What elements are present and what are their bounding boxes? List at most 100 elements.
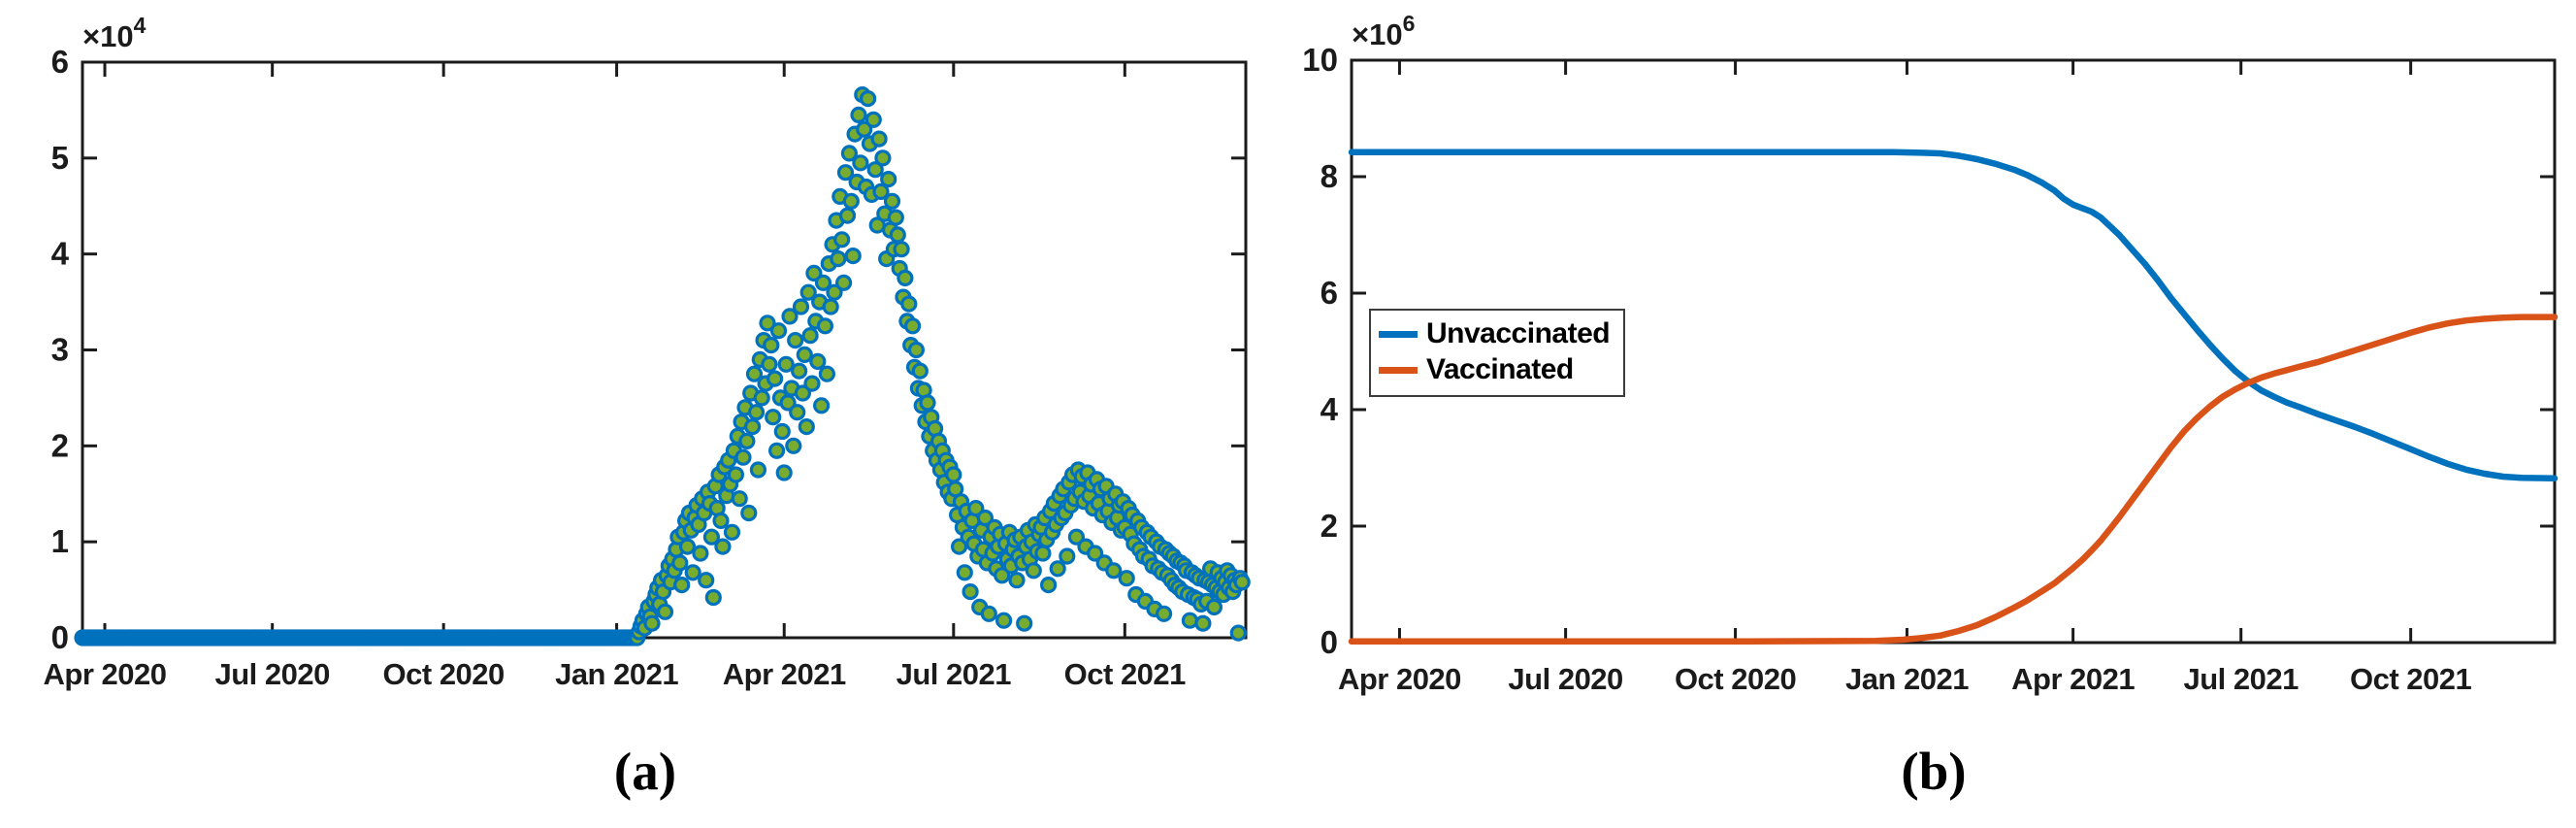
- scatter-point: [980, 605, 997, 622]
- scatter-point: [834, 274, 853, 291]
- scatter-point: [1229, 624, 1247, 642]
- scatter-point: [673, 576, 691, 594]
- scatter-point: [842, 192, 860, 210]
- x-tick-label: Apr 2020: [1338, 662, 1461, 696]
- y-axis-exponent-label: ×104: [82, 13, 147, 53]
- x-tick-label: Apr 2021: [2011, 662, 2135, 696]
- scatter-point: [907, 341, 926, 359]
- x-tick-label: Jul 2021: [897, 657, 1012, 691]
- scatter-point: [734, 448, 752, 466]
- scatter-point: [856, 120, 873, 138]
- scatter-point: [692, 545, 709, 562]
- scatter-point: [866, 161, 884, 179]
- panel-a: Apr 2020 Jul 2020 Oct 2020 Jan 2021 Apr 2021…: [44, 13, 1251, 691]
- scatter-point: [1118, 570, 1135, 587]
- panel-a-caption: (a): [613, 742, 677, 801]
- y-tick-label: 1: [51, 523, 69, 559]
- scatter-point: [967, 499, 985, 517]
- scatter-point: [789, 404, 806, 421]
- scatter-point: [1059, 547, 1076, 565]
- scatter-series-daily-vaccinations: [74, 85, 1251, 646]
- scatter-point: [919, 394, 936, 412]
- scatter-point: [743, 418, 762, 436]
- scatter-point: [1194, 614, 1212, 632]
- scatter-point: [792, 298, 810, 315]
- y-tick-label: 4: [1321, 391, 1339, 427]
- scatter-point: [767, 442, 786, 459]
- scatter-point: [1025, 562, 1042, 580]
- scatter-point: [826, 283, 843, 301]
- scatter-point: [840, 145, 859, 162]
- scatter-point: [889, 226, 906, 244]
- scatter-point: [864, 111, 882, 128]
- scatter-point: [759, 315, 776, 332]
- scatter-point: [836, 164, 855, 182]
- scatter-point: [785, 437, 802, 454]
- scatter-point: [702, 528, 721, 546]
- scatter-point: [769, 322, 788, 340]
- y-tick-label: 5: [51, 140, 69, 176]
- scatter-point: [766, 370, 784, 387]
- scatter-point: [870, 130, 888, 148]
- scatter-point: [994, 567, 1011, 584]
- scatter-point: [801, 327, 819, 345]
- y-tick-label: 2: [51, 427, 69, 463]
- scatter-point: [1034, 545, 1052, 562]
- x-tick-label: Oct 2021: [2350, 662, 2472, 696]
- scatter-point: [818, 365, 836, 382]
- scatter-point: [850, 106, 867, 124]
- y-tick-label: 10: [1302, 42, 1338, 78]
- scatter-point: [822, 298, 839, 315]
- scatter-point: [962, 582, 979, 601]
- scatter-point: [852, 154, 869, 172]
- scatter-point: [790, 362, 808, 380]
- legend-line-unvaccinated-icon: [1379, 330, 1418, 338]
- scatter-point: [747, 404, 766, 421]
- x-tick-label: Jan 2021: [1845, 662, 1969, 696]
- y-tick-label: 6: [1321, 275, 1338, 311]
- scatter-point: [745, 365, 764, 382]
- scatter-point: [874, 149, 892, 167]
- scatter-point: [893, 241, 910, 258]
- scatter-point: [643, 614, 661, 632]
- scatter-point: [1181, 612, 1199, 629]
- scatter-point: [798, 418, 815, 436]
- scatter-point: [671, 554, 689, 572]
- scatter-point: [956, 564, 973, 581]
- scatter-point: [903, 317, 922, 335]
- scatter-point: [763, 337, 780, 354]
- scatter-point: [678, 538, 697, 555]
- scatter-point: [723, 523, 741, 541]
- scatter-point: [1105, 562, 1123, 580]
- y-tick-label: 0: [1321, 624, 1338, 660]
- x-tick-label: Apr 2021: [723, 657, 846, 691]
- scatter-point: [995, 612, 1013, 629]
- scatter-point: [833, 231, 851, 248]
- scatter-point: [773, 422, 791, 441]
- scatter-point: [712, 512, 730, 530]
- legend-item-unvaccinated: Unvaccinated: [1379, 317, 1611, 350]
- y-tick-label: 4: [51, 236, 70, 272]
- scatter-point: [1008, 572, 1026, 589]
- scatter-point: [761, 355, 778, 373]
- scatter-point: [749, 461, 767, 479]
- scatter-point: [838, 207, 857, 224]
- y-tick-label: 6: [51, 44, 69, 80]
- scatter-point: [809, 352, 827, 370]
- scatter-point: [765, 409, 782, 426]
- legend-label-vaccinated: Vaccinated: [1426, 353, 1574, 385]
- scatter-point: [911, 362, 929, 380]
- scatter-point: [777, 355, 795, 373]
- scatter-point: [698, 572, 715, 589]
- legend-line-vaccinated-icon: [1379, 366, 1418, 374]
- scatter-point: [753, 389, 770, 407]
- scatter-point: [1205, 598, 1223, 616]
- scatter-point: [1233, 574, 1251, 591]
- scatter-point: [814, 274, 832, 291]
- scatter-point: [880, 171, 897, 188]
- scatter-point: [787, 332, 804, 349]
- y-axis-exponent-label: ×106: [1352, 11, 1415, 51]
- axes-box: [1350, 58, 2557, 645]
- scatter-point: [1016, 614, 1033, 632]
- scatter-point: [1039, 576, 1058, 594]
